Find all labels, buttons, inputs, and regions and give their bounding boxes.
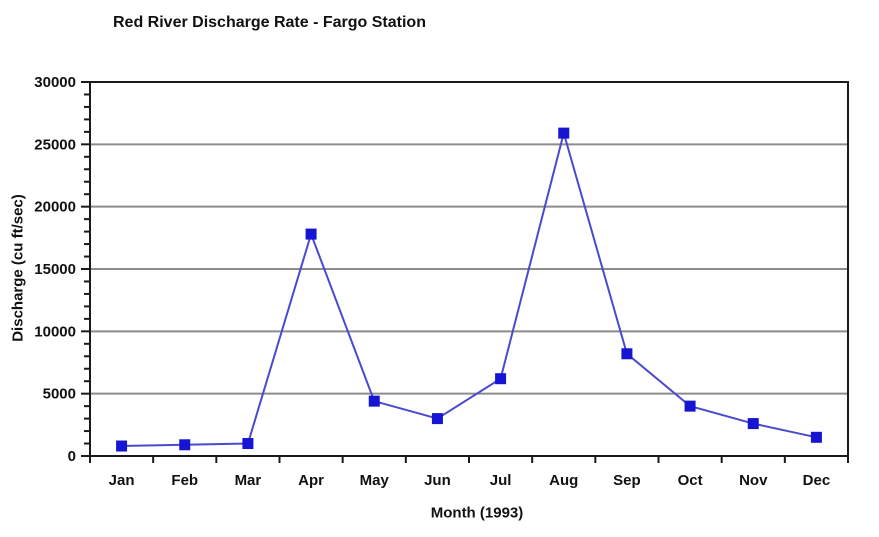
data-point-marker xyxy=(242,438,254,450)
x-tick-label: May xyxy=(360,472,390,489)
x-axis-title: Month (1993) xyxy=(430,504,524,522)
y-tick-label: 15000 xyxy=(34,261,76,278)
x-tick-label: Mar xyxy=(235,472,262,489)
chart-title: Red River Discharge Rate - Fargo Station xyxy=(113,14,426,31)
y-tick-label: 25000 xyxy=(34,136,76,153)
y-tick-label: 30000 xyxy=(34,74,76,91)
x-tick-label: Jul xyxy=(490,472,512,489)
x-tick-label: Jun xyxy=(424,472,451,489)
x-tick-label: Dec xyxy=(803,472,831,489)
data-point-marker xyxy=(368,395,380,407)
data-point-marker xyxy=(431,413,443,425)
data-point-marker xyxy=(495,373,507,385)
y-tick-label: 5000 xyxy=(43,386,76,403)
y-tick-label: 0 xyxy=(68,448,76,465)
y-tick-label: 10000 xyxy=(34,323,76,340)
x-tick-label: Jan xyxy=(109,472,135,489)
x-tick-label: Apr xyxy=(298,472,324,489)
x-tick-label: Oct xyxy=(678,472,703,489)
data-point-marker xyxy=(621,348,633,360)
data-point-marker xyxy=(684,400,696,412)
y-tick-label: 20000 xyxy=(34,199,76,216)
data-point-marker xyxy=(810,431,822,443)
x-tick-label: Feb xyxy=(171,472,198,489)
x-tick-label: Aug xyxy=(549,472,578,489)
x-tick-label: Nov xyxy=(739,472,768,489)
data-point-marker xyxy=(116,440,128,452)
data-point-marker xyxy=(747,418,759,430)
x-tick-label: Sep xyxy=(613,472,641,489)
data-point-marker xyxy=(305,228,317,240)
data-point-marker xyxy=(179,439,191,451)
series-line xyxy=(121,129,817,448)
data-point-marker xyxy=(558,127,570,139)
